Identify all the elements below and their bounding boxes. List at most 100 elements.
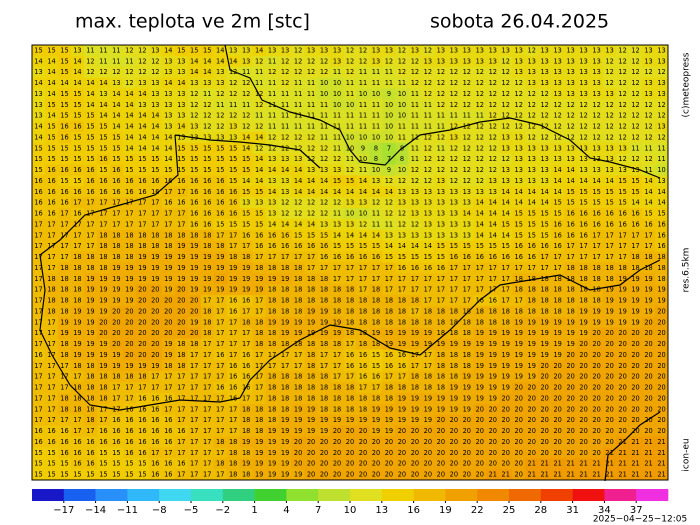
grid-cell (278, 197, 293, 209)
grid-cell (642, 229, 656, 242)
cell-value: 14 (359, 177, 367, 185)
cell-value: 14 (644, 188, 652, 196)
cell-value: 11 (203, 90, 211, 98)
grid-cell (343, 240, 357, 253)
grid-cell (174, 66, 189, 79)
cell-value: 13 (592, 57, 600, 65)
grid-cell (538, 132, 552, 144)
grid-cell (642, 55, 656, 68)
cell-value: 18 (307, 373, 315, 381)
cell-value: 18 (242, 471, 250, 479)
cell-value: 18 (372, 394, 380, 402)
cell-value: 19 (255, 471, 263, 479)
cell-value: 11 (411, 101, 419, 109)
grid-cell (226, 132, 241, 144)
grid-cell (343, 121, 357, 133)
cell-value: 16 (553, 242, 561, 250)
grid-cell (629, 219, 643, 231)
grid-cell (408, 88, 422, 100)
cell-value: 19 (125, 362, 133, 370)
cell-value: 14 (125, 101, 133, 109)
cell-value: 14 (268, 188, 276, 196)
colorbar-segment (445, 489, 478, 501)
grid-cell (161, 338, 176, 350)
cell-value: 17 (151, 384, 159, 392)
cell-value: 15 (60, 90, 68, 98)
cell-value: 11 (385, 220, 393, 228)
grid-cell (291, 208, 306, 220)
cell-value: 12 (502, 90, 510, 98)
cell-value: 18 (592, 275, 600, 283)
grid-cell (486, 306, 500, 318)
cell-value: 16 (34, 427, 42, 435)
grid-cell (382, 219, 396, 231)
grid-cell (122, 99, 137, 111)
grid-cell (564, 121, 578, 133)
cell-value: 13 (450, 133, 458, 141)
grid-cell (122, 306, 137, 318)
cell-value: 13 (592, 68, 600, 76)
grid-cell (317, 132, 332, 144)
grid-cell (213, 132, 228, 144)
grid-cell (304, 229, 319, 242)
grid-cell (512, 142, 526, 155)
cell-value: 16 (60, 438, 68, 446)
grid-cell (356, 306, 370, 318)
cell-value: 16 (631, 210, 639, 218)
cell-value: 20 (540, 405, 548, 413)
cell-value: 15 (47, 471, 55, 479)
cell-value: 20 (125, 307, 133, 315)
cell-value: 17 (281, 362, 289, 370)
grid-cell (57, 88, 72, 100)
grid-cell (148, 197, 163, 209)
grid-cell (161, 132, 176, 144)
grid-cell (226, 316, 241, 329)
grid-cell (382, 251, 396, 263)
grid-cell (317, 88, 332, 100)
grid-cell (304, 77, 319, 89)
grid-cell (369, 45, 383, 57)
cell-value: 11 (411, 133, 419, 141)
cell-value: 19 (164, 253, 172, 261)
grid-cell (187, 208, 202, 220)
grid-cell (590, 306, 604, 318)
grid-cell (83, 186, 98, 198)
cell-value: 15 (190, 155, 198, 163)
grid-cell (447, 77, 461, 89)
cell-value: 21 (644, 438, 652, 446)
cell-value: 15 (73, 112, 81, 120)
grid-cell (122, 132, 137, 144)
cell-value: 20 (605, 427, 613, 435)
cell-value: 17 (268, 351, 276, 359)
cell-value: 21 (502, 471, 510, 479)
cell-value: 15 (372, 351, 380, 359)
cell-value: 20 (618, 394, 626, 402)
grid-cell (356, 66, 370, 79)
cell-value: 18 (268, 384, 276, 392)
cell-value: 17 (47, 362, 55, 370)
cell-value: 12 (346, 166, 354, 174)
grid-cell (499, 306, 513, 318)
grid-cell (642, 273, 656, 285)
grid-cell (226, 229, 241, 242)
cell-value: 12 (437, 155, 445, 163)
cell-value: 16 (47, 210, 55, 218)
cell-value: 18 (528, 297, 536, 305)
cell-value: 20 (294, 460, 302, 468)
cell-value: 16 (99, 188, 107, 196)
grid-cell (382, 273, 396, 285)
cell-value: 11 (372, 123, 380, 131)
grid-cell (187, 55, 202, 68)
cell-value: 17 (372, 264, 380, 272)
cell-value: 13 (528, 79, 536, 87)
grid-cell (382, 306, 396, 318)
cell-value: 15 (216, 155, 224, 163)
grid-cell (187, 164, 202, 176)
grid-cell (356, 175, 370, 187)
grid-cell (525, 273, 539, 285)
grid-cell (551, 153, 565, 166)
cell-value: 13 (528, 57, 536, 65)
cell-value: 19 (424, 394, 432, 402)
cell-value: 18 (333, 307, 341, 315)
cell-value: 13 (515, 46, 523, 54)
